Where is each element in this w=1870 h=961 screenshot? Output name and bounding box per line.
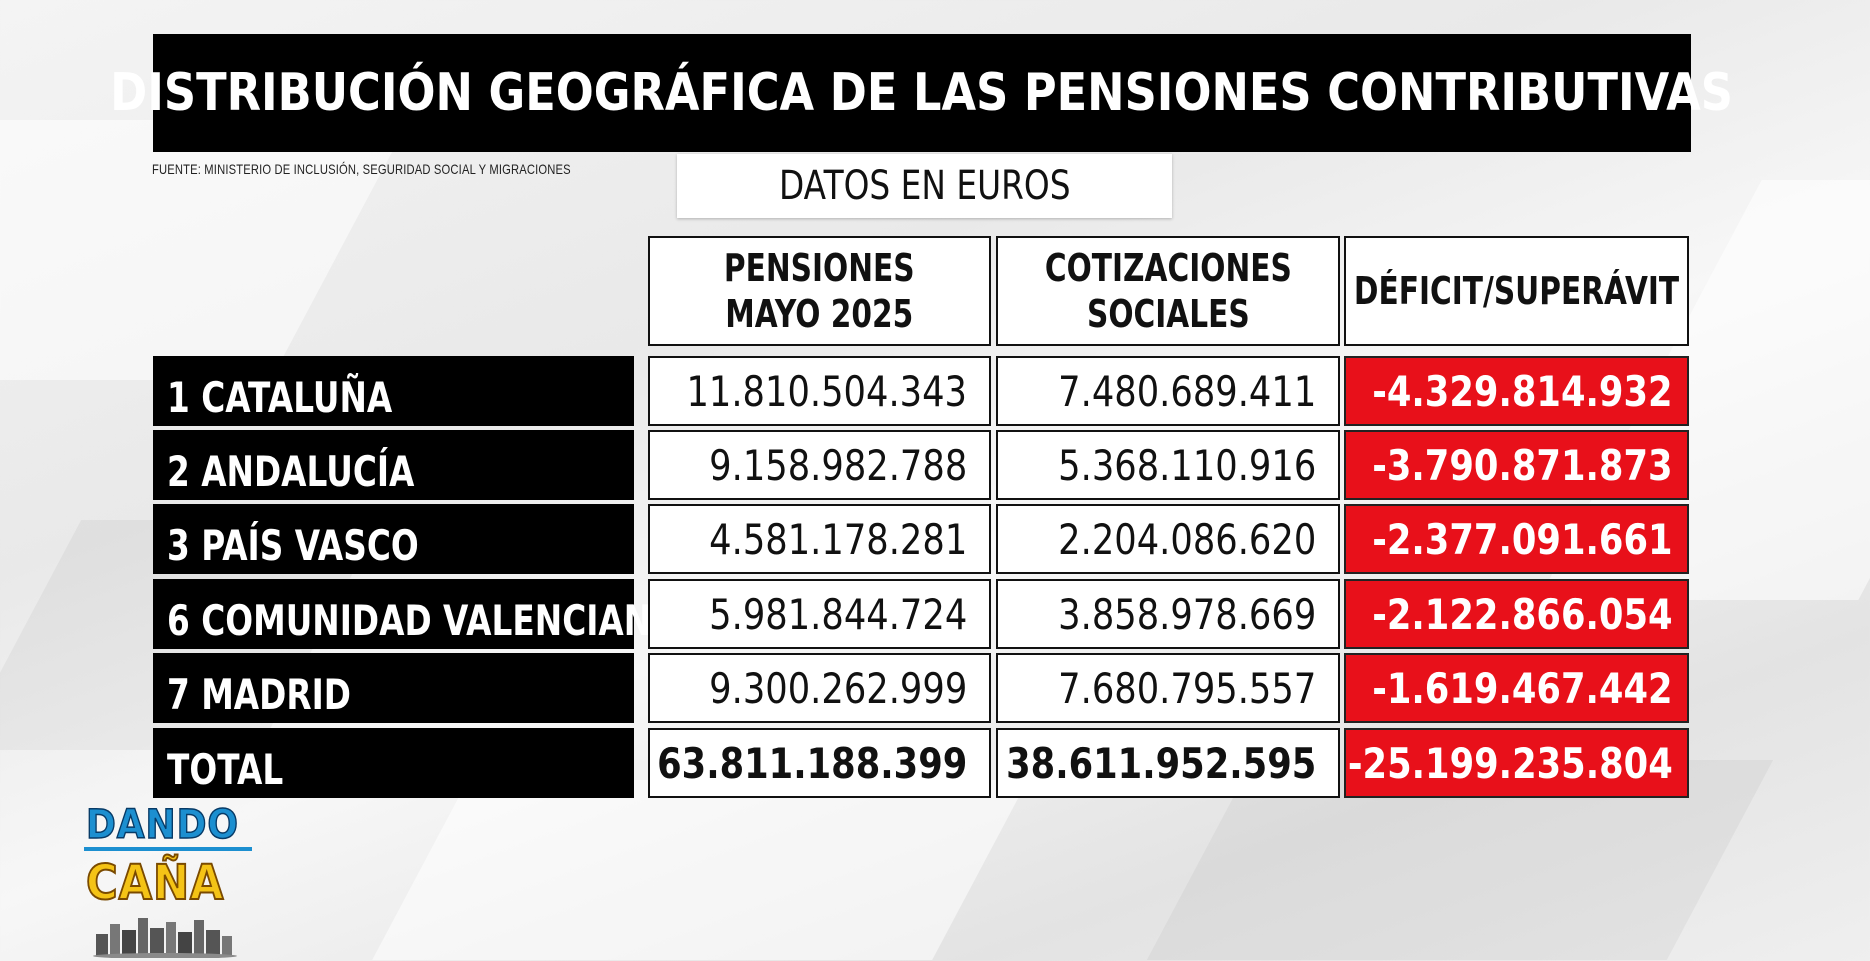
row-label: 7 MADRID bbox=[153, 653, 634, 723]
cell-deficit: -4.329.814.932 bbox=[1344, 356, 1689, 426]
title-bar: DISTRIBUCIÓN GEOGRÁFICA DE LAS PENSIONES… bbox=[111, 34, 1733, 152]
total-pensiones: 63.811.188.399 bbox=[648, 728, 991, 798]
cell-pensiones: 11.810.504.343 bbox=[648, 356, 991, 426]
row-label: 6 COMUNIDAD VALENCIANA bbox=[153, 579, 677, 649]
show-logo: DANDO CAÑA bbox=[70, 800, 270, 961]
row-label: 1 CATALUÑA bbox=[153, 356, 634, 426]
value: -25.199.235.804 bbox=[1348, 738, 1673, 788]
total-name: TOTAL bbox=[167, 745, 284, 794]
region-name: 3 PAÍS VASCO bbox=[167, 521, 419, 570]
value: 7.680.795.557 bbox=[1057, 663, 1316, 713]
total-deficit: -25.199.235.804 bbox=[1344, 728, 1689, 798]
units-label-box: DATOS EN EUROS bbox=[677, 154, 1172, 218]
region-name: 1 CATALUÑA bbox=[167, 373, 393, 422]
value: -2.122.866.054 bbox=[1372, 589, 1673, 639]
logo-line1: DANDO bbox=[85, 801, 239, 849]
header-deficit-label: DÉFICIT/SUPERÁVIT bbox=[1353, 269, 1680, 313]
value: -1.619.467.442 bbox=[1372, 663, 1673, 713]
header-cotizaciones: COTIZACIONES SOCIALES bbox=[996, 236, 1340, 346]
total-label: TOTAL bbox=[153, 728, 634, 798]
value: 5.981.844.724 bbox=[708, 589, 967, 639]
row-label: 2 ANDALUCÍA bbox=[153, 430, 634, 500]
logo-divider bbox=[84, 847, 252, 851]
units-label: DATOS EN EUROS bbox=[778, 163, 1071, 209]
cell-cotizaciones: 5.368.110.916 bbox=[996, 430, 1340, 500]
cell-pensiones: 9.158.982.788 bbox=[648, 430, 991, 500]
cell-cotizaciones: 7.680.795.557 bbox=[996, 653, 1340, 723]
value: 63.811.188.399 bbox=[656, 738, 967, 788]
header-pensiones-label: PENSIONES MAYO 2025 bbox=[724, 246, 915, 336]
cell-pensiones: 4.581.178.281 bbox=[648, 504, 991, 574]
value: 3.858.978.669 bbox=[1057, 589, 1316, 639]
cell-deficit: -1.619.467.442 bbox=[1344, 653, 1689, 723]
page-title: DISTRIBUCIÓN GEOGRÁFICA DE LAS PENSIONES… bbox=[110, 63, 1734, 123]
total-cotizaciones: 38.611.952.595 bbox=[996, 728, 1340, 798]
cell-deficit: -2.377.091.661 bbox=[1344, 504, 1689, 574]
value: 4.581.178.281 bbox=[708, 514, 967, 564]
value: -4.329.814.932 bbox=[1372, 366, 1673, 416]
background-shape bbox=[0, 120, 410, 380]
city-skyline-icon bbox=[93, 918, 237, 958]
cell-cotizaciones: 3.858.978.669 bbox=[996, 579, 1340, 649]
header-cotizaciones-label: COTIZACIONES SOCIALES bbox=[1044, 246, 1292, 336]
cell-deficit: -3.790.871.873 bbox=[1344, 430, 1689, 500]
value: 9.300.262.999 bbox=[708, 663, 967, 713]
cell-pensiones: 5.981.844.724 bbox=[648, 579, 991, 649]
cell-cotizaciones: 2.204.086.620 bbox=[996, 504, 1340, 574]
background-shape bbox=[372, 780, 1028, 960]
value: 5.368.110.916 bbox=[1057, 440, 1316, 490]
header-deficit: DÉFICIT/SUPERÁVIT bbox=[1344, 236, 1689, 346]
logo-line2: CAÑA bbox=[85, 854, 225, 912]
cell-pensiones: 9.300.262.999 bbox=[648, 653, 991, 723]
region-name: 7 MADRID bbox=[167, 670, 351, 719]
header-pensiones: PENSIONES MAYO 2025 bbox=[648, 236, 991, 346]
cell-deficit: -2.122.866.054 bbox=[1344, 579, 1689, 649]
row-label: 3 PAÍS VASCO bbox=[153, 504, 634, 574]
value: 2.204.086.620 bbox=[1057, 514, 1316, 564]
value: -3.790.871.873 bbox=[1372, 440, 1673, 490]
source-note: FUENTE: MINISTERIO DE INCLUSIÓN, SEGURID… bbox=[152, 161, 571, 177]
value: 7.480.689.411 bbox=[1057, 366, 1316, 416]
value: 38.611.952.595 bbox=[1005, 738, 1316, 788]
region-name: 6 COMUNIDAD VALENCIANA bbox=[167, 596, 677, 645]
cell-cotizaciones: 7.480.689.411 bbox=[996, 356, 1340, 426]
value: -2.377.091.661 bbox=[1372, 514, 1673, 564]
value: 11.810.504.343 bbox=[686, 366, 967, 416]
region-name: 2 ANDALUCÍA bbox=[167, 447, 415, 496]
value: 9.158.982.788 bbox=[708, 440, 967, 490]
